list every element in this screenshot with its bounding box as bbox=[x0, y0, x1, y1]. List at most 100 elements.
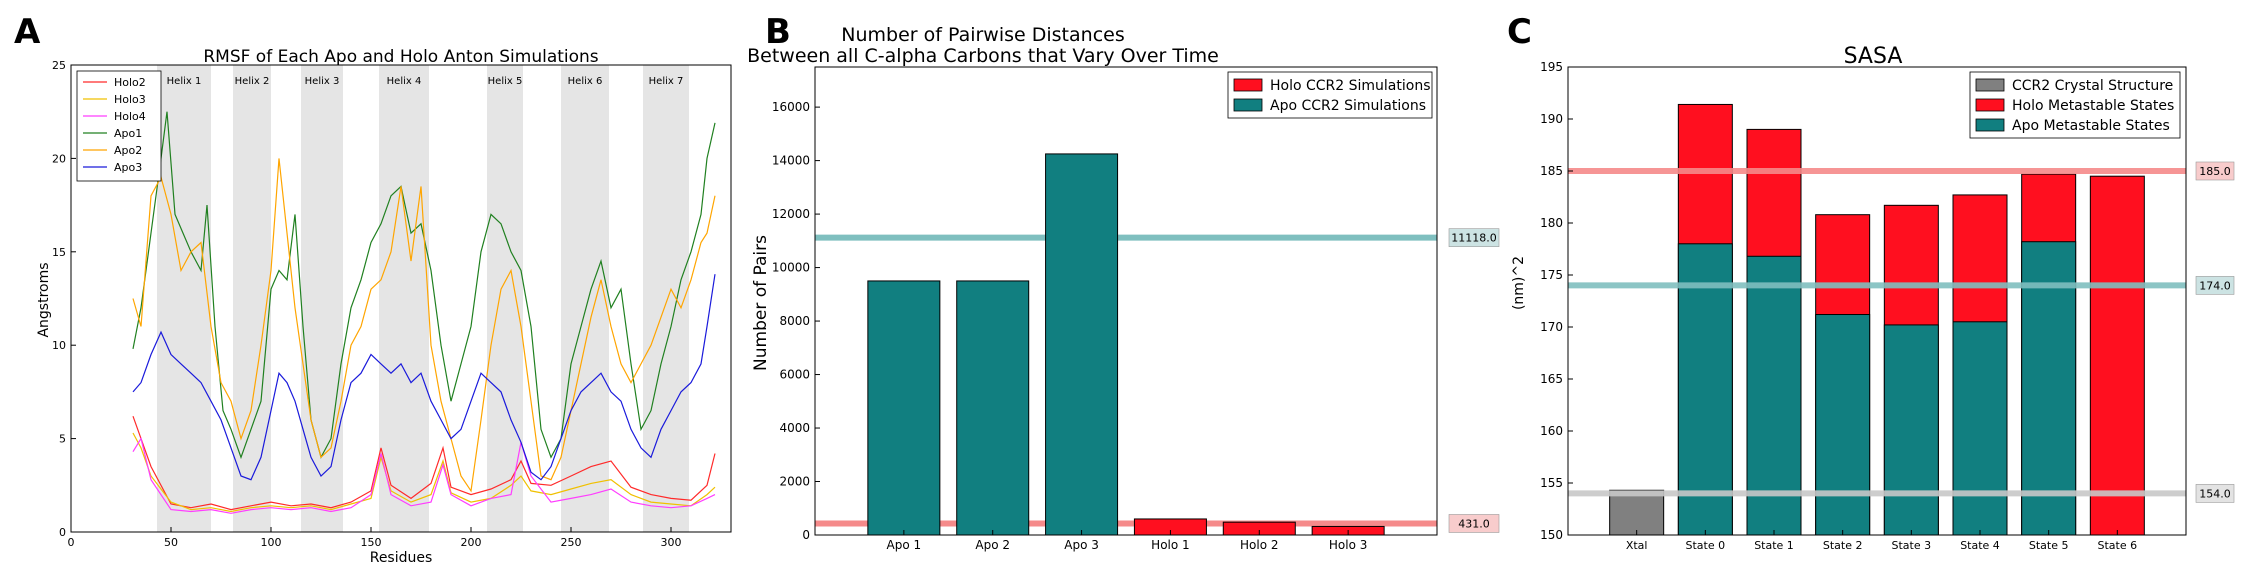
x-tick-label: Apo 1 bbox=[887, 538, 922, 552]
x-tick-label: Apo 2 bbox=[975, 538, 1010, 552]
y-tick-label: 155 bbox=[1540, 476, 1563, 490]
x-tick-label: State 3 bbox=[1892, 539, 1932, 552]
pairwise-axes: 0 2000 4000 6000 8000 10000 12000 14000 16000 Apo… bbox=[772, 66, 1438, 552]
x-tick-label: State 2 bbox=[1823, 539, 1863, 552]
y-tick-label: 185 bbox=[1540, 164, 1563, 178]
y-tick-label: 12000 bbox=[772, 207, 810, 221]
series-line-apo3 bbox=[132, 274, 716, 481]
legend-label: Apo2 bbox=[114, 144, 142, 157]
x-tick-label: State 1 bbox=[1754, 539, 1794, 552]
plot-frame bbox=[814, 66, 1438, 536]
bar-apo-3 bbox=[1045, 153, 1119, 536]
helix-band bbox=[379, 65, 429, 532]
y-tick-label: 10000 bbox=[772, 261, 810, 275]
legend-label: Apo3 bbox=[114, 161, 142, 174]
series-line-holo3 bbox=[132, 432, 716, 513]
y-tick-label: 175 bbox=[1540, 268, 1563, 282]
y-tick-label: 10 bbox=[52, 339, 66, 352]
legend-label: Holo4 bbox=[114, 110, 146, 123]
rmsf-series-lines bbox=[132, 111, 716, 514]
panel-letter-a: A bbox=[14, 12, 41, 52]
series-line-apo1 bbox=[132, 111, 716, 460]
y-tick-label: 20 bbox=[52, 152, 66, 165]
helix-band bbox=[301, 65, 343, 532]
y-tick-label: 0 bbox=[802, 528, 810, 542]
reference-badge bbox=[1448, 228, 1500, 247]
x-tick-label: Holo 2 bbox=[1240, 538, 1279, 552]
helix-label: Helix 5 bbox=[488, 76, 523, 87]
y-tick-label: 6000 bbox=[779, 368, 810, 382]
x-tick-label: Holo 1 bbox=[1151, 538, 1190, 552]
x-tick-label: State 5 bbox=[2029, 539, 2069, 552]
helix-label: Helix 3 bbox=[305, 76, 340, 87]
rmsf-legend: Holo2 Holo3 Holo4 Apo1 Apo2 Apo3 bbox=[76, 70, 162, 182]
y-tick-label: 8000 bbox=[779, 314, 810, 328]
y-tick-label: 190 bbox=[1540, 112, 1563, 126]
sasa-reference-lines: 185.0 174.0 154.0 bbox=[1568, 161, 2235, 503]
bar-apo-state-1 bbox=[1746, 255, 1802, 536]
x-tick-label: 300 bbox=[661, 536, 682, 549]
legend-label: Apo1 bbox=[114, 127, 142, 140]
rmsf-x-axis-label: Residues bbox=[370, 550, 433, 566]
x-tick-label: 50 bbox=[164, 536, 178, 549]
y-tick-label: 150 bbox=[1540, 528, 1563, 542]
y-tick-label: 5 bbox=[59, 433, 66, 446]
panel-letter-c: C bbox=[1507, 12, 1532, 52]
legend-swatch bbox=[1975, 98, 2005, 112]
helix-label: Helix 4 bbox=[387, 76, 422, 87]
reference-label: 185.0 bbox=[2199, 165, 2231, 178]
y-tick-label: 170 bbox=[1540, 320, 1563, 334]
y-tick-label: 14000 bbox=[772, 154, 810, 168]
helix-label: Helix 6 bbox=[568, 76, 603, 87]
sasa-title: SASA bbox=[1844, 44, 1903, 69]
y-tick-label: 4000 bbox=[779, 421, 810, 435]
legend-box bbox=[1969, 71, 2181, 139]
legend-box bbox=[76, 70, 162, 182]
bar-apo-state-4 bbox=[1952, 321, 2008, 536]
legend-label: Holo CCR2 Simulations bbox=[1270, 78, 1431, 94]
bar-apo-state-3 bbox=[1883, 324, 1939, 536]
bar-apo-state-0 bbox=[1677, 243, 1733, 536]
x-tick-label: State 6 bbox=[2098, 539, 2138, 552]
y-tick-label: 180 bbox=[1540, 216, 1563, 230]
legend-swatch bbox=[1233, 78, 1263, 92]
sasa-bars bbox=[1609, 103, 2145, 536]
legend-swatch bbox=[1233, 98, 1263, 112]
pairwise-subtitle: Between all C-alpha Carbons that Vary Ov… bbox=[747, 45, 1219, 67]
helix-label: Helix 7 bbox=[649, 76, 684, 87]
rmsf-y-axis-label: Angstroms bbox=[36, 262, 52, 337]
series-line-holo4 bbox=[132, 437, 716, 514]
x-tick-label: 100 bbox=[261, 536, 282, 549]
plot-frame bbox=[70, 64, 732, 533]
sasa-y-axis-label: (nm)^2 bbox=[1511, 256, 1527, 310]
pairwise-y-axis-label: Number of Pairs bbox=[751, 235, 771, 371]
x-tick-label: 250 bbox=[561, 536, 582, 549]
helix-band bbox=[643, 65, 689, 532]
x-tick-label: 150 bbox=[361, 536, 382, 549]
legend-swatch bbox=[1975, 118, 2005, 132]
x-tick-label: State 0 bbox=[1686, 539, 1726, 552]
bar-holo-state-6 bbox=[2089, 175, 2145, 536]
helix-band bbox=[487, 65, 523, 532]
x-tick-label: 200 bbox=[461, 536, 482, 549]
y-tick-label: 15 bbox=[52, 246, 66, 259]
y-tick-label: 16000 bbox=[772, 100, 810, 114]
reference-label: 154.0 bbox=[2199, 487, 2231, 500]
sasa-bar-chart: SASA (nm)^2 185.0 174.0 154.0 150 155 160 165… bbox=[1511, 44, 2235, 552]
legend-label: Apo CCR2 Simulations bbox=[1270, 98, 1426, 114]
series-line-holo2 bbox=[132, 415, 716, 511]
sasa-legend: CCR2 Crystal Structure Holo Metastable St… bbox=[1969, 71, 2181, 139]
reference-badge bbox=[1448, 514, 1500, 533]
legend-label: Holo2 bbox=[114, 76, 146, 89]
sasa-axes: 150 155 160 165 170 175 180 185 190 195 Xtal State … bbox=[1540, 60, 2187, 552]
bar-apo-1 bbox=[867, 280, 941, 536]
rmsf-title: RMSF of Each Apo and Holo Anton Simulati… bbox=[203, 47, 598, 67]
helix-label: Helix 1 bbox=[167, 76, 202, 87]
rmsf-line-chart: RMSF of Each Apo and Holo Anton Simulati… bbox=[36, 47, 732, 566]
helix-band bbox=[561, 65, 609, 532]
plot-frame bbox=[1567, 66, 2187, 536]
helix-band bbox=[157, 65, 211, 532]
reference-label: 174.0 bbox=[2199, 279, 2231, 292]
legend-label: CCR2 Crystal Structure bbox=[2012, 78, 2173, 94]
